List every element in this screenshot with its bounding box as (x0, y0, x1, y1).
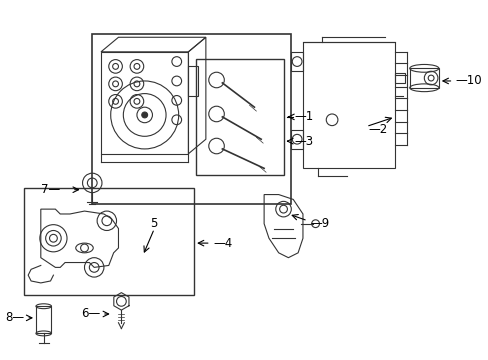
Text: 6—: 6— (81, 307, 100, 320)
Text: —3: —3 (294, 135, 313, 148)
Bar (196, 59, 283, 175)
Bar (291, 52, 303, 71)
Text: 7—: 7— (41, 183, 60, 196)
Bar (291, 130, 303, 149)
Text: —4: —4 (213, 237, 232, 249)
Bar (409, 68, 438, 88)
Circle shape (142, 112, 147, 118)
Text: 5: 5 (150, 217, 158, 230)
Text: —9: —9 (310, 217, 329, 230)
Text: —1: —1 (294, 111, 313, 123)
Bar (303, 42, 394, 168)
Bar (101, 52, 188, 154)
Text: —2: —2 (367, 123, 386, 136)
Text: 8—: 8— (5, 311, 24, 324)
Bar (188, 66, 198, 95)
Bar (36, 306, 51, 333)
Text: —10: —10 (454, 75, 481, 87)
Bar (24, 188, 194, 294)
Bar (92, 34, 291, 204)
